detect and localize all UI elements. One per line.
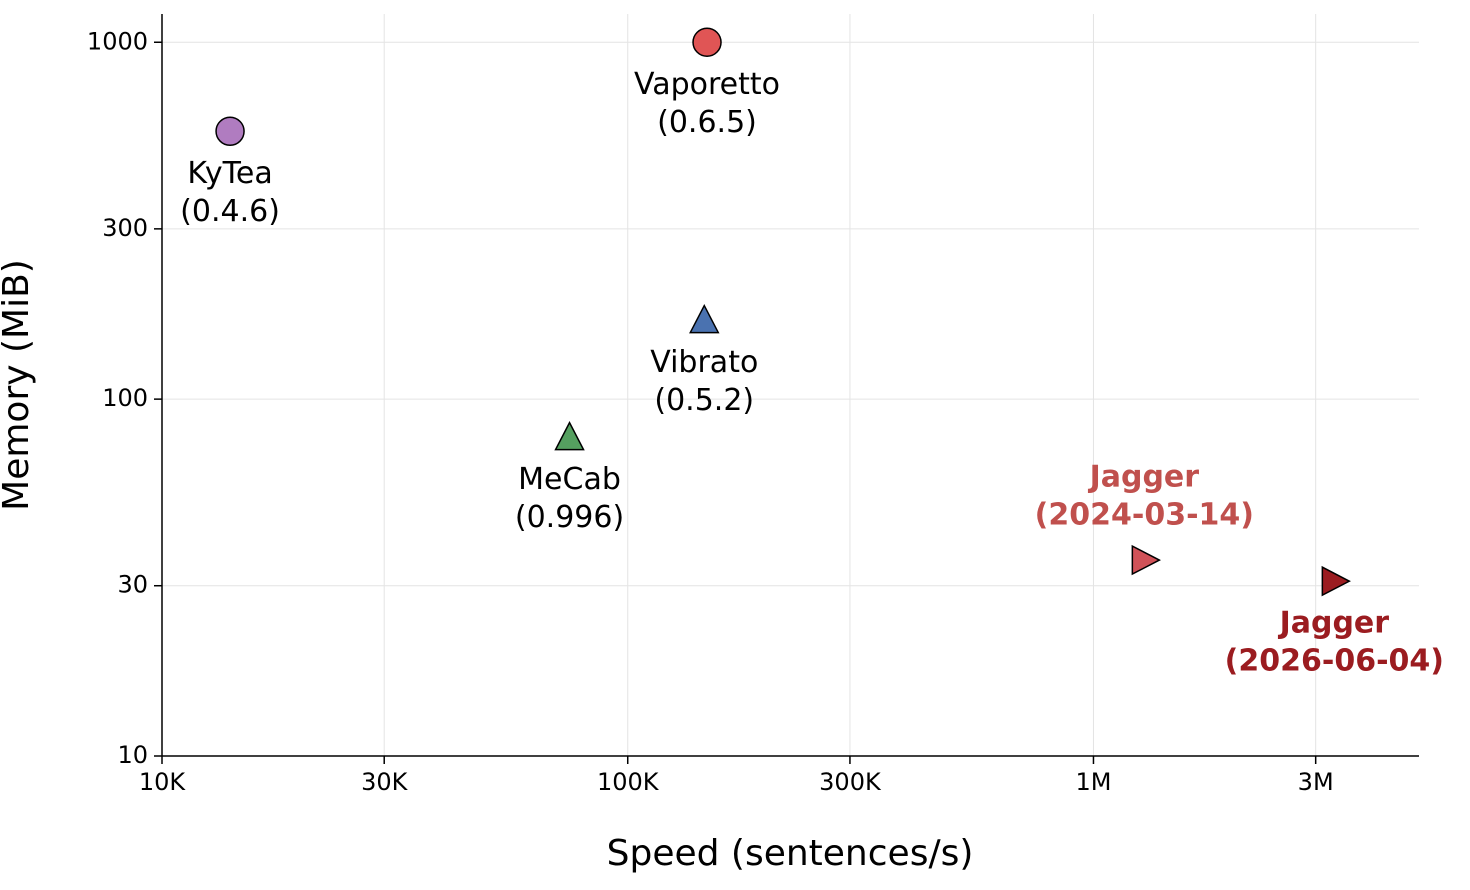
point-label: Vibrato [650,345,758,380]
point-label: (2026-06-04) [1225,644,1444,679]
y-tick-label: 100 [102,384,148,412]
data-point [1321,565,1351,597]
point-label: (0.996) [515,500,624,535]
y-tick-label: 1000 [87,27,148,55]
point-label: (0.6.5) [657,105,757,140]
point-label: (0.4.6) [180,194,280,229]
data-point [689,303,720,334]
point-label: Vaporetto [634,67,780,102]
y-tick-label: 300 [102,214,148,242]
y-tick-label: 10 [117,741,148,769]
point-label: Jagger [1278,606,1390,641]
x-tick-label: 3M [1298,768,1334,796]
data-point [215,116,245,147]
data-point [692,27,722,58]
y-axis-label: Memory (MiB) [0,259,37,511]
x-tick-label: 30K [361,768,409,796]
point-label: MeCab [518,462,621,497]
data-point [554,421,585,451]
x-axis-label: Speed (sentences/s) [607,833,974,874]
y-tick-label: 30 [117,571,148,599]
point-label: KyTea [187,156,272,191]
x-tick-label: 300K [819,768,882,796]
point-label: Jagger [1088,460,1200,495]
point-label: (0.5.2) [654,383,754,418]
x-tick-label: 1M [1075,768,1111,796]
data-point [1131,544,1161,576]
x-tick-label: 10K [139,768,187,796]
point-label: (2024-03-14) [1035,498,1254,533]
x-tick-label: 100K [597,768,660,796]
